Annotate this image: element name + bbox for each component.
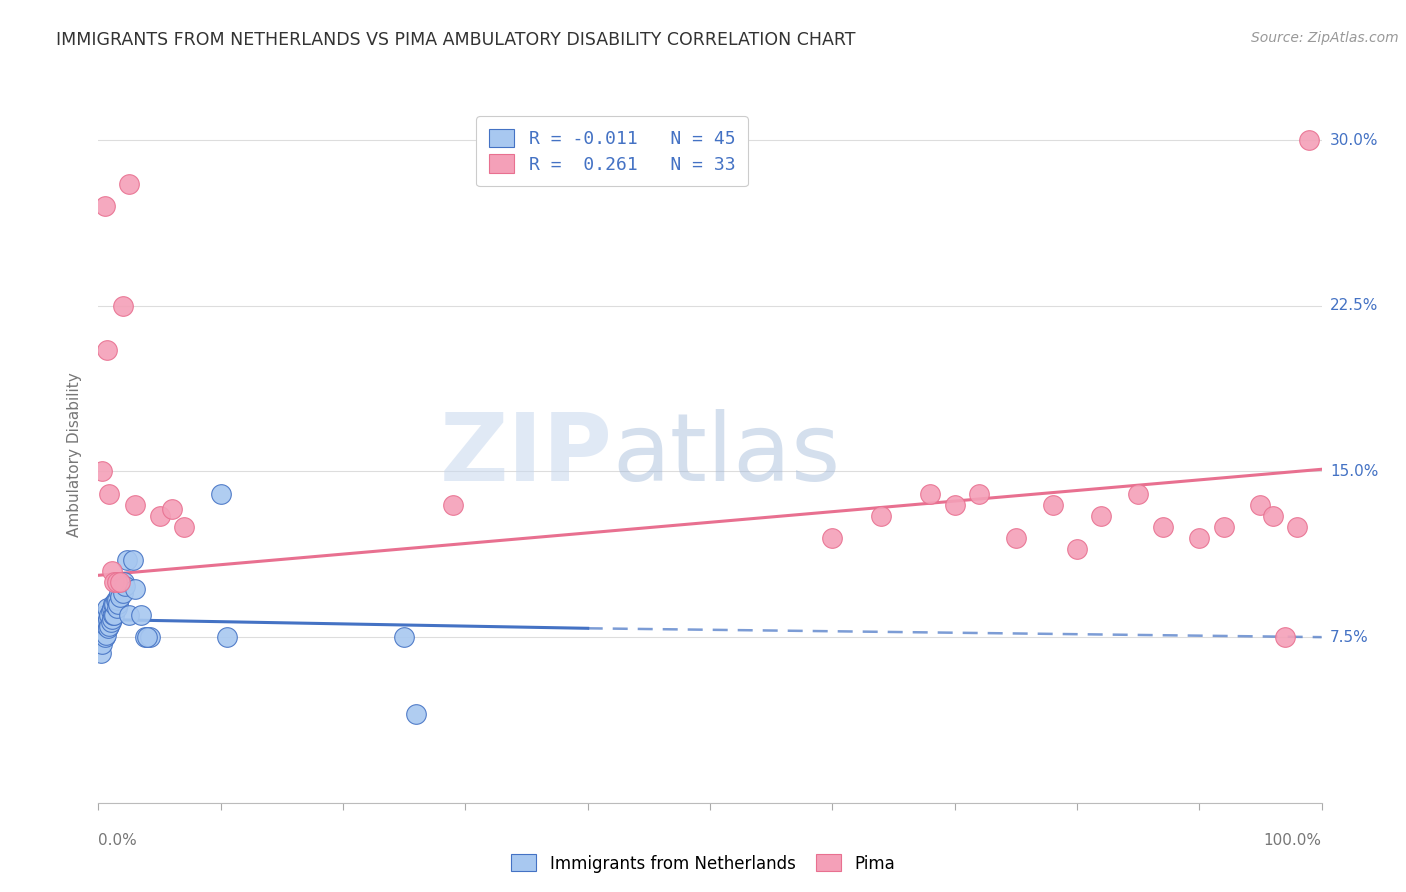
Point [103, 597, 125, 611]
Text: ZIP: ZIP [439, 409, 612, 501]
Point [870, 508, 893, 523]
Point [1212, 519, 1234, 533]
Point [101, 612, 124, 626]
Point [91, 619, 114, 633]
Text: Source: ZipAtlas.com: Source: ZipAtlas.com [1251, 31, 1399, 45]
Point [110, 591, 132, 605]
Point [91, 615, 114, 629]
Text: 30.0%: 30.0% [1330, 133, 1378, 148]
Point [104, 592, 127, 607]
Point [101, 601, 124, 615]
Text: 15.0%: 15.0% [1330, 464, 1378, 479]
Point [1090, 508, 1112, 523]
Point [1261, 508, 1284, 523]
Point [97, 621, 120, 635]
Legend: R = -0.011   N = 45, R =  0.261   N = 33: R = -0.011 N = 45, R = 0.261 N = 33 [477, 116, 748, 186]
Text: IMMIGRANTS FROM NETHERLANDS VS PIMA AMBULATORY DISABILITY CORRELATION CHART: IMMIGRANTS FROM NETHERLANDS VS PIMA AMBU… [56, 31, 856, 49]
Point [101, 608, 124, 623]
Point [97, 612, 120, 626]
Point [105, 601, 128, 615]
Point [107, 597, 129, 611]
Point [121, 553, 143, 567]
Point [93, 199, 115, 213]
Point [139, 630, 162, 644]
Point [100, 615, 122, 629]
Point [215, 630, 238, 644]
Point [1128, 486, 1150, 500]
Point [118, 178, 141, 192]
Point [160, 502, 183, 516]
Point [89, 630, 111, 644]
Point [94, 628, 117, 642]
Point [101, 564, 124, 578]
Point [91, 637, 114, 651]
Point [1249, 498, 1271, 512]
Point [1298, 133, 1320, 147]
Point [96, 615, 118, 629]
Point [967, 486, 990, 500]
Text: 100.0%: 100.0% [1264, 833, 1322, 848]
Point [115, 553, 138, 567]
Point [103, 574, 125, 589]
Point [1286, 519, 1309, 533]
Point [110, 574, 132, 589]
Point [209, 486, 232, 500]
Point [1188, 531, 1211, 545]
Legend: Immigrants from Netherlands, Pima: Immigrants from Netherlands, Pima [505, 847, 901, 880]
Text: atlas: atlas [612, 409, 841, 501]
Point [1152, 519, 1174, 533]
Point [149, 508, 172, 523]
Point [101, 597, 124, 611]
Point [943, 498, 966, 512]
Point [136, 630, 159, 644]
Text: 0.0%: 0.0% [98, 833, 138, 848]
Point [118, 608, 141, 623]
Text: 7.5%: 7.5% [1330, 630, 1368, 645]
Point [100, 604, 122, 618]
Point [1274, 630, 1296, 644]
Point [392, 630, 416, 644]
Point [124, 582, 146, 596]
Point [1042, 498, 1064, 512]
Point [91, 465, 114, 479]
Point [93, 608, 115, 623]
Point [98, 608, 121, 623]
Point [134, 630, 156, 644]
Point [173, 519, 195, 533]
Point [94, 619, 117, 633]
Point [114, 579, 136, 593]
Point [1066, 541, 1088, 556]
Point [920, 486, 942, 500]
Point [96, 601, 118, 615]
Y-axis label: Ambulatory Disability: Ambulatory Disability [67, 373, 83, 537]
Point [93, 630, 115, 644]
Point [1004, 531, 1026, 545]
Point [98, 486, 121, 500]
Point [111, 299, 134, 313]
Point [112, 574, 135, 589]
Point [105, 574, 128, 589]
Point [441, 498, 464, 512]
Point [108, 586, 131, 600]
Point [821, 531, 844, 545]
Point [405, 707, 427, 722]
Point [98, 619, 121, 633]
Point [91, 624, 114, 638]
Point [103, 608, 125, 623]
Point [124, 498, 146, 512]
Point [96, 343, 118, 357]
Point [111, 586, 134, 600]
Point [129, 608, 152, 623]
Point [90, 646, 112, 660]
Text: 22.5%: 22.5% [1330, 298, 1378, 313]
Point [105, 592, 128, 607]
